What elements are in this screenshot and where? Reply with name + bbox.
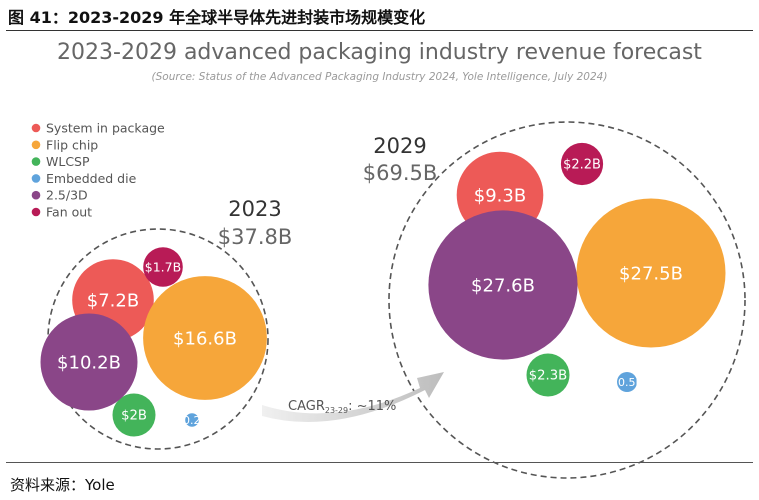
bubble-label-fan-out-2029: $2.2B — [563, 158, 601, 173]
total-label-2029: $69.5B — [363, 161, 438, 185]
bubble-label-2-5-3d-2029: $27.6B — [471, 275, 535, 296]
bubble-label-system-in-package-2023: $7.2B — [87, 290, 139, 311]
bubble-label-system-in-package-2029: $9.3B — [474, 185, 526, 206]
bubble-flip-chip-2023 — [143, 276, 267, 400]
legend-label-embedded-die: Embedded die — [46, 171, 137, 186]
cagr-prefix: CAGR — [288, 399, 325, 414]
legend-swatch-flip-chip — [31, 140, 41, 150]
top-rule — [6, 30, 753, 31]
cagr-arrow — [262, 372, 444, 423]
bubble-wlcsp-2029 — [526, 353, 570, 397]
bubble-label-wlcsp-2023: $2B — [121, 409, 147, 424]
cagr-value: : ~11% — [348, 399, 396, 414]
legend-swatch-wlcsp — [31, 157, 41, 166]
figure-source: 资料来源：Yole — [10, 476, 115, 494]
bubble-group-2029: 2029 $69.5B $9.3B $27.5B $2.3B $0.5B $27.6B $2.… — [363, 121, 746, 479]
bubble-embedded-die-2023 — [185, 413, 199, 427]
year-label-2029: 2029 — [373, 134, 426, 158]
bubble-2-5-3d-2023 — [40, 313, 138, 411]
bubble-2-5-3d-2029 — [428, 210, 578, 360]
bubble-label-embedded-die-2023: $0.2B — [176, 414, 208, 427]
bubble-fan-out-2029 — [560, 142, 604, 186]
bubble-label-wlcsp-2029: $2.3B — [529, 369, 567, 384]
legend-label-2-5-3d: 2.5/3D — [46, 188, 88, 203]
bubble-flip-chip-2029 — [576, 198, 726, 348]
bubble-fan-out-2023 — [143, 247, 183, 287]
legend-swatch-system-in-package — [31, 123, 41, 133]
bubble-label-fan-out-2023: $1.7B — [145, 260, 181, 275]
bubble-label-flip-chip-2029: $27.5B — [619, 263, 683, 284]
bubble-group-2023: 2023 $37.8B $7.2B $16.6B $2B $0.2B $10.2B $1.7B — [40, 197, 293, 450]
legend-label-wlcsp: WLCSP — [46, 154, 90, 169]
year-label-2023: 2023 — [228, 197, 281, 221]
figure-title: 图 41：2023-2029 年全球半导体先进封装市场规模变化 — [8, 8, 426, 27]
legend-swatch-embedded-die — [31, 174, 41, 183]
bubble-embedded-die-2029 — [617, 372, 637, 392]
bubble-label-2-5-3d-2023: $10.2B — [57, 352, 121, 373]
legend-swatch-2-5-3d — [31, 190, 41, 200]
bubble-label-flip-chip-2023: $16.6B — [173, 328, 237, 349]
legend-label-fan-out: Fan out — [46, 205, 92, 220]
cagr-label: CAGR23-29: ~11% — [288, 399, 396, 415]
legend-label-system-in-package: System in package — [46, 121, 165, 136]
chart-title: 2023-2029 advanced packaging industry re… — [57, 40, 702, 65]
bubble-wlcsp-2023 — [112, 393, 156, 437]
group-outline-2029 — [388, 121, 746, 479]
bubble-label-embedded-die-2029: $0.5B — [611, 376, 643, 389]
bottom-rule — [6, 462, 753, 463]
legend-label-flip-chip: Flip chip — [46, 137, 98, 152]
total-label-2023: $37.8B — [218, 225, 293, 249]
legend-swatch-fan-out — [31, 207, 41, 217]
cagr-sub: 23-29 — [325, 406, 348, 415]
chart-subtitle: (Source: Status of the Advanced Packagin… — [151, 71, 608, 83]
